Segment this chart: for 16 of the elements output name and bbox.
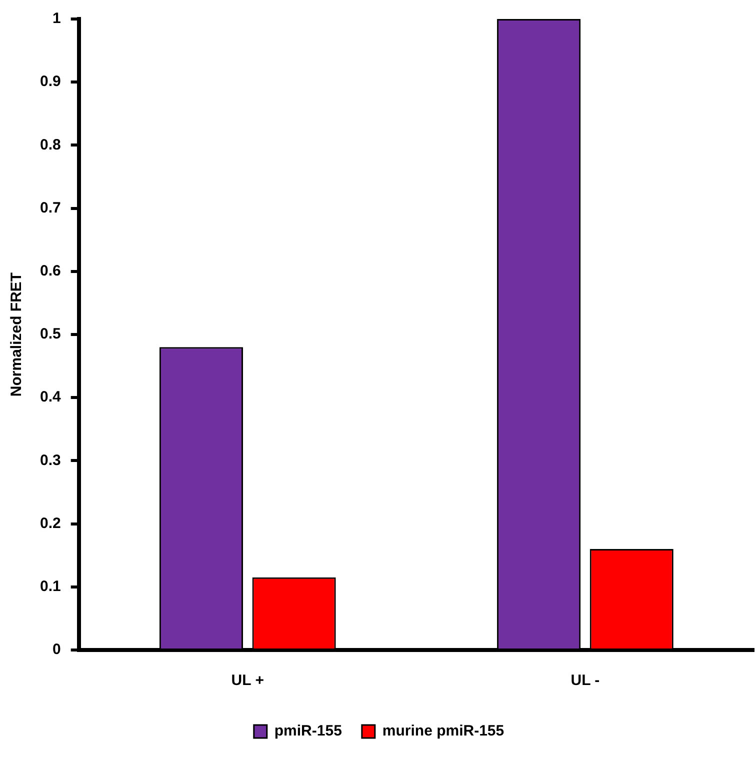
legend-label: pmiR-155 (274, 722, 342, 740)
y-tick-label: 0.1 (40, 578, 61, 596)
x-tick-label: UL + (231, 672, 264, 690)
y-tick-label: 0.9 (40, 73, 61, 90)
y-tick-label: 0.4 (40, 388, 62, 406)
legend-label: murine pmiR-155 (382, 722, 504, 740)
x-tick-label: UL - (570, 672, 600, 690)
y-tick-label: 0.2 (40, 514, 61, 532)
y-tick-label: 0.3 (40, 452, 61, 469)
y-tick-label: 0.6 (40, 262, 61, 280)
y-tick-label: 0.7 (40, 199, 61, 216)
y-tick-label: 0.8 (40, 136, 61, 154)
y-axis-title: Normalized FRET (8, 272, 26, 397)
y-tick-label: 0.5 (40, 326, 61, 343)
y-tick-label: 1 (52, 10, 61, 28)
y-tick-label: 0 (52, 641, 61, 658)
